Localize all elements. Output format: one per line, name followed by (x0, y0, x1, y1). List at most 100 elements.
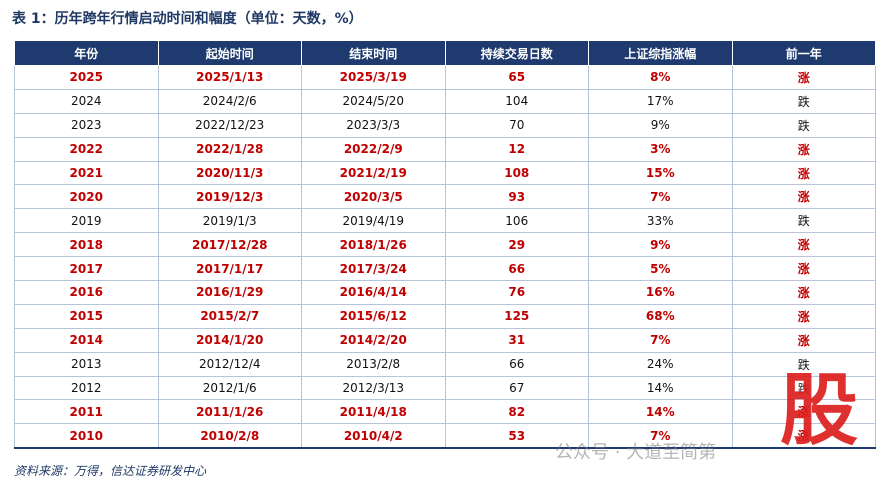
table-cell: 33% (588, 208, 733, 234)
table-row: 2025 2025/1/13 2025/3/19 65 8% 涨 (14, 65, 876, 90)
table-cell: 涨 (731, 161, 876, 186)
table-cell: 2020/11/3 (157, 161, 302, 186)
column-header: 前一年 (731, 40, 876, 66)
table-cell: 2010/4/2 (301, 423, 446, 450)
table-cell: 2011/4/18 (301, 399, 446, 425)
table-cell: 31 (444, 328, 589, 353)
table-cell: 2024/2/6 (157, 89, 302, 114)
watermark: 公众号 · 大道至简第 (555, 442, 717, 463)
table-cell: 12 (444, 137, 589, 162)
table-cell: 16% (588, 280, 733, 305)
table-cell: 2018 (14, 232, 159, 258)
table-cell: 29 (444, 232, 589, 258)
column-header: 持续交易日数 (444, 40, 589, 66)
table-cell: 14% (588, 376, 733, 401)
table-cell: 2018/1/26 (301, 232, 446, 258)
table-cell: 跌 (731, 376, 876, 401)
table-cell: 2017 (14, 256, 159, 282)
table-row: 2013 2012/12/4 2013/2/8 66 24% 跌 (14, 352, 876, 377)
table-cell: 24% (588, 352, 733, 377)
table-cell: 2024/5/20 (301, 89, 446, 114)
table-row: 2018 2017/12/28 2018/1/26 29 9% 涨 (14, 232, 876, 258)
table-row: 2015 2015/2/7 2015/6/12 125 68% 涨 (14, 304, 876, 329)
table-cell: 涨 (731, 256, 876, 282)
table-row: 2019 2019/1/3 2019/4/19 106 33% 跌 (14, 208, 876, 234)
table-cell: 2014/1/20 (157, 328, 302, 353)
table-cell: 53 (444, 423, 589, 450)
table-row: 2010 2010/2/8 2010/4/2 53 7% 涨 (14, 423, 876, 450)
table-cell: 104 (444, 89, 589, 114)
table-cell: 涨 (731, 328, 876, 353)
table-cell: 2015/2/7 (157, 304, 302, 329)
table-cell: 2019/12/3 (157, 184, 302, 210)
column-header: 年份 (14, 40, 159, 66)
table-cell: 涨 (731, 65, 876, 90)
table-cell: 70 (444, 113, 589, 138)
table-cell: 2014 (14, 328, 159, 353)
table-cell: 2023 (14, 113, 159, 138)
table-cell: 9% (588, 113, 733, 138)
logo: 股 (780, 366, 859, 456)
table-cell: 8% (588, 65, 733, 90)
table-cell: 15% (588, 161, 733, 186)
table-cell: 涨 (731, 137, 876, 162)
table-cell: 2017/12/28 (157, 232, 302, 258)
table-row: 2017 2017/1/17 2017/3/24 66 5% 涨 (14, 256, 876, 282)
data-table: 年份 起始时间 结束时间 持续交易日数 上证综指涨幅 前一年 2025 2025/1/13 2… (14, 40, 876, 450)
source-note: 资料来源：万得，信达证券研发中心 (14, 464, 207, 478)
table-cell: 跌 (731, 113, 876, 138)
table-cell: 17% (588, 89, 733, 114)
table-cell: 2022 (14, 137, 159, 162)
table-cell: 65 (444, 65, 589, 90)
table-cell: 82 (444, 399, 589, 425)
table-cell: 2020 (14, 184, 159, 210)
column-header: 结束时间 (301, 40, 446, 66)
table-cell: 2016 (14, 280, 159, 305)
table-cell: 2019/1/3 (157, 208, 302, 234)
table-cell: 125 (444, 304, 589, 329)
table-cell: 66 (444, 256, 589, 282)
table-cell: 108 (444, 161, 589, 186)
table-cell: 2017/3/24 (301, 256, 446, 282)
table-cell: 跌 (731, 208, 876, 234)
table-cell: 2012/12/4 (157, 352, 302, 377)
table-cell: 2015/6/12 (301, 304, 446, 329)
table-row: 2024 2024/2/6 2024/5/20 104 17% 跌 (14, 89, 876, 114)
table-row: 2012 2012/1/6 2012/3/13 67 14% 跌 (14, 376, 876, 401)
table-cell: 106 (444, 208, 589, 234)
table-cell: 7% (588, 184, 733, 210)
table-cell: 76 (444, 280, 589, 305)
table-row: 2014 2014/1/20 2014/2/20 31 7% 涨 (14, 328, 876, 353)
table-cell: 5% (588, 256, 733, 282)
column-header: 起始时间 (157, 40, 302, 66)
table-cell: 2010/2/8 (157, 423, 302, 450)
column-header: 上证综指涨幅 (588, 40, 733, 66)
table-cell: 2021/2/19 (301, 161, 446, 186)
table-row: 2022 2022/1/28 2022/2/9 12 3% 涨 (14, 137, 876, 162)
table-cell: 2021 (14, 161, 159, 186)
table-cell: 2016/1/29 (157, 280, 302, 305)
table-cell: 7% (588, 328, 733, 353)
table-cell: 2022/2/9 (301, 137, 446, 162)
table-cell: 2010 (14, 423, 159, 450)
table-cell: 2014/2/20 (301, 328, 446, 353)
table-row: 2016 2016/1/29 2016/4/14 76 16% 涨 (14, 280, 876, 305)
table-cell: 涨 (731, 399, 876, 425)
table-cell: 2024 (14, 89, 159, 114)
table-cell: 2017/1/17 (157, 256, 302, 282)
table-cell: 2019 (14, 208, 159, 234)
table-cell: 跌 (731, 352, 876, 377)
table-cell: 66 (444, 352, 589, 377)
table-cell: 9% (588, 232, 733, 258)
table-row: 2021 2020/11/3 2021/2/19 108 15% 涨 (14, 161, 876, 186)
table-row: 2011 2011/1/26 2011/4/18 82 14% 涨 (14, 399, 876, 425)
table-title: 表 1：历年跨年行情启动时间和幅度（单位：天数，%） (12, 11, 363, 27)
table-cell: 涨 (731, 423, 876, 450)
table-cell: 2022/12/23 (157, 113, 302, 138)
table-cell: 跌 (731, 89, 876, 114)
table-cell: 2020/3/5 (301, 184, 446, 210)
table-cell: 涨 (731, 184, 876, 210)
table-cell: 2025/1/13 (157, 65, 302, 90)
table-cell: 2023/3/3 (301, 113, 446, 138)
